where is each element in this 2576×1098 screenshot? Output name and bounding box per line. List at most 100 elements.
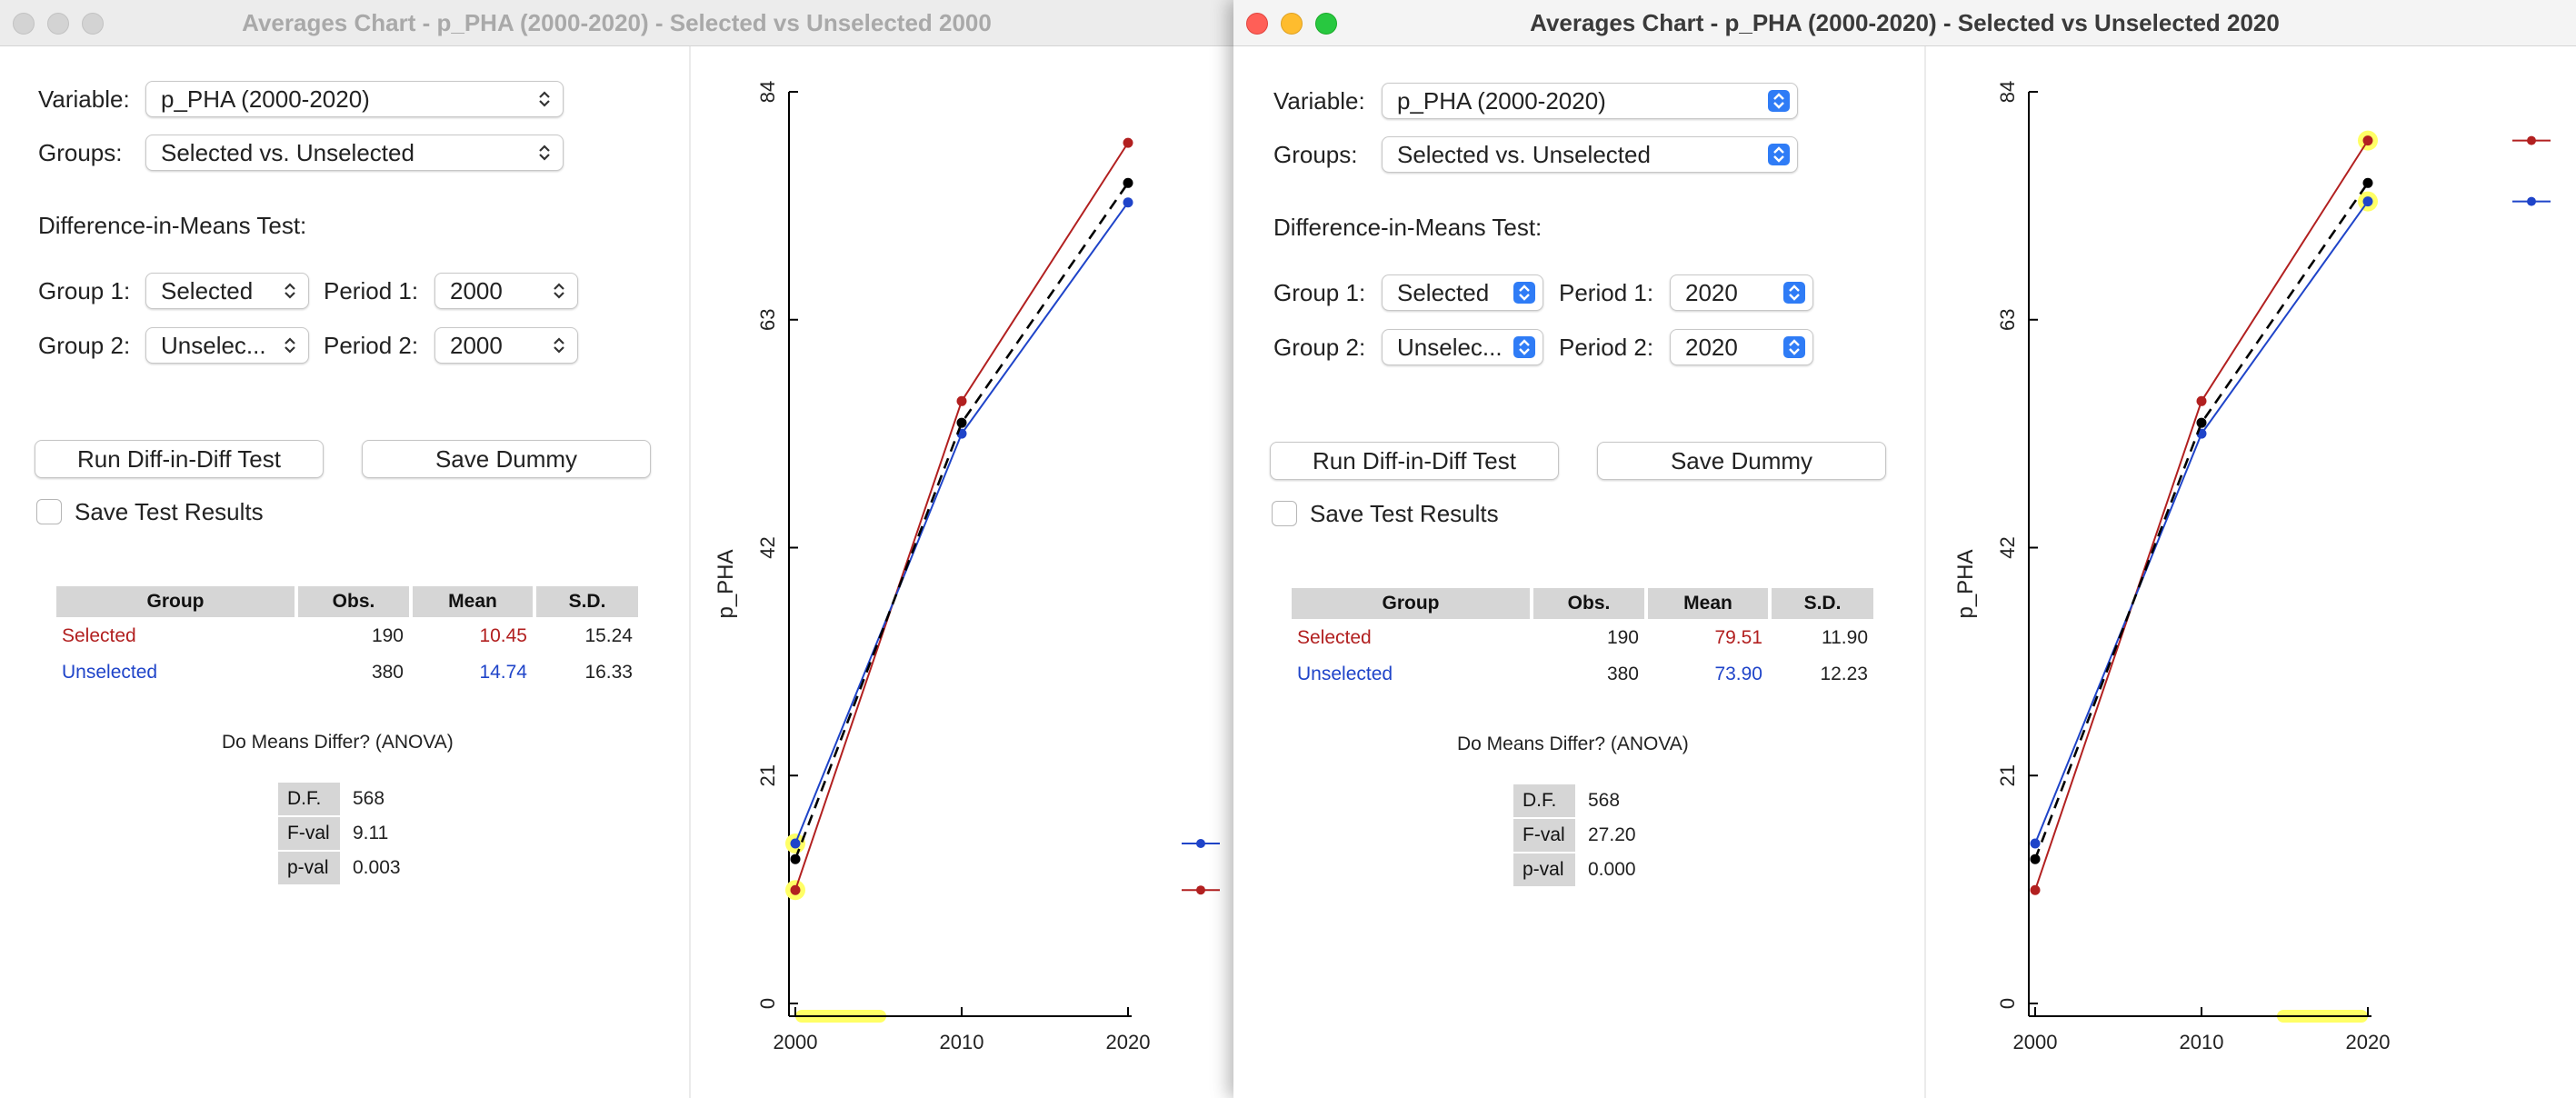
group2-select[interactable]: Unselec...	[1382, 329, 1543, 365]
chevron-updown-icon	[1513, 336, 1535, 358]
anova-table: D.F. 568 F-val 27.20 p-val 0.000	[1512, 783, 1649, 888]
period1-label: Period 1:	[1559, 279, 1654, 306]
anova-label: D.F.	[278, 783, 340, 815]
group1-select[interactable]: Selected	[145, 273, 309, 309]
group-stats-table: Group Obs. Mean S.D. Selected 190 79.51 …	[1288, 586, 1877, 694]
panel-divider[interactable]	[689, 46, 691, 1098]
row-mean: 79.51	[1714, 627, 1762, 648]
anova-row: p-val 0.000	[1513, 853, 1647, 886]
data-point	[1123, 137, 1133, 148]
group2-select-value: Unselec...	[1397, 334, 1503, 361]
x-tick-label: 2010	[940, 1031, 984, 1053]
row-sd: 15.24	[584, 625, 633, 646]
save-dummy-button[interactable]: Save Dummy	[1597, 442, 1886, 480]
averages-chart-window-2000: Averages Chart - p_PHA (2000-2020) - Sel…	[0, 0, 1233, 1098]
data-point	[1123, 197, 1133, 208]
overall-mean-line	[2033, 182, 2370, 860]
group1-select[interactable]: Selected	[1382, 274, 1543, 311]
data-point	[2030, 838, 2041, 849]
table-header-row: Group Obs. Mean S.D.	[56, 586, 638, 617]
header-group: Group	[1292, 588, 1530, 619]
anova-label: F-val	[1513, 819, 1575, 852]
period1-select[interactable]: 2000	[434, 273, 578, 309]
anova-label: F-val	[278, 817, 340, 850]
variable-select[interactable]: p_PHA (2000-2020)	[1382, 83, 1798, 119]
control-panel: Variable: p_PHA (2000-2020) Groups: Sele…	[1233, 46, 1924, 1098]
save-test-results-checkbox[interactable]	[1272, 501, 1297, 526]
table-row: Unselected 380 73.90 12.23	[1292, 657, 1873, 692]
anova-label: p-val	[278, 852, 340, 884]
period1-select[interactable]: 2020	[1670, 274, 1813, 311]
header-group: Group	[56, 586, 295, 617]
variable-label: Variable:	[1273, 87, 1365, 115]
anova-value: 9.11	[353, 823, 389, 843]
variable-select[interactable]: p_PHA (2000-2020)	[145, 81, 564, 117]
legend-dot-marker	[1196, 838, 1205, 848]
diff-in-means-label: Difference-in-Means Test:	[38, 212, 307, 239]
save-test-results-label: Save Test Results	[1310, 500, 1499, 527]
title-bar[interactable]: Averages Chart - p_PHA (2000-2020) - Sel…	[0, 0, 1233, 46]
y-tick-label: 42	[756, 536, 779, 558]
table-row: Selected 190 79.51 11.90	[1292, 621, 1873, 655]
title-bar[interactable]: Averages Chart - p_PHA (2000-2020) - Sel…	[1233, 0, 2576, 46]
groups-select[interactable]: Selected vs. Unselected	[1382, 136, 1798, 173]
anova-value: 568	[1588, 790, 1621, 811]
zoom-window-button[interactable]	[1315, 13, 1337, 35]
data-point	[956, 417, 967, 428]
run-diff-in-diff-button[interactable]: Run Diff-in-Diff Test	[1270, 442, 1559, 480]
save-test-results-checkbox[interactable]	[36, 499, 62, 524]
data-point	[790, 884, 801, 895]
x-tick-label: 2020	[2346, 1031, 2391, 1053]
header-sd: S.D.	[1772, 588, 1873, 619]
series-line	[794, 142, 1129, 891]
y-tick-label: 0	[1996, 998, 2019, 1009]
anova-label: D.F.	[1513, 784, 1575, 817]
panel-divider[interactable]	[1924, 46, 1926, 1098]
variable-select-value: p_PHA (2000-2020)	[161, 85, 370, 113]
group1-select-value: Selected	[161, 277, 254, 304]
minimize-window-button[interactable]	[47, 13, 69, 35]
row-sd: 11.90	[1822, 627, 1868, 648]
period2-select-value: 2000	[450, 332, 503, 359]
data-point	[2030, 853, 2041, 864]
averages-chart-window-2020: Averages Chart - p_PHA (2000-2020) - Sel…	[1233, 0, 2576, 1098]
chevron-updown-icon	[1513, 282, 1535, 304]
y-tick-label: 63	[1996, 309, 2019, 331]
period2-select[interactable]: 2020	[1670, 329, 1813, 365]
x-tick-label: 2000	[2013, 1031, 2058, 1053]
zoom-window-button[interactable]	[82, 13, 104, 35]
averages-line-chart: 0 21 42 63 84 2000 2010 2020 p_PHA	[1926, 46, 2576, 1098]
period1-select-value: 2020	[1685, 279, 1738, 306]
save-dummy-button[interactable]: Save Dummy	[362, 440, 651, 478]
chart-svg: 0 21 42 63 84 2000 2010 2020 p_PHA	[714, 81, 1220, 1053]
diff-in-means-label: Difference-in-Means Test:	[1273, 214, 1543, 241]
x-tick-label: 2020	[1106, 1031, 1151, 1053]
row-obs: 380	[371, 662, 404, 683]
y-tick-label: 63	[756, 309, 779, 331]
run-diff-in-diff-button[interactable]: Run Diff-in-Diff Test	[35, 440, 324, 478]
chevron-updown-icon	[534, 88, 555, 110]
period2-select[interactable]: 2000	[434, 327, 578, 364]
minimize-window-button[interactable]	[1281, 13, 1303, 35]
anova-row: F-val 9.11	[278, 817, 412, 850]
chevron-updown-icon	[548, 280, 570, 302]
header-sd: S.D.	[536, 586, 638, 617]
y-tick-label: 84	[1996, 81, 2019, 103]
row-mean: 73.90	[1714, 664, 1762, 684]
chart-svg: 0 21 42 63 84 2000 2010 2020 p_PHA	[1953, 81, 2551, 1053]
period2-label: Period 2:	[1559, 334, 1654, 361]
close-window-button[interactable]	[13, 13, 35, 35]
group2-select[interactable]: Unselec...	[145, 327, 309, 364]
groups-label: Groups:	[1273, 141, 1358, 168]
row-obs: 380	[1606, 664, 1639, 684]
close-window-button[interactable]	[1246, 13, 1268, 35]
groups-select[interactable]: Selected vs. Unselected	[145, 135, 564, 171]
anova-title: Do Means Differ? (ANOVA)	[1457, 734, 1689, 754]
series-line	[2034, 201, 2369, 844]
row-group: Unselected	[62, 662, 158, 683]
row-group: Selected	[62, 625, 136, 646]
table-row: Unselected 380 14.74 16.33	[56, 655, 638, 690]
anova-title: Do Means Differ? (ANOVA)	[222, 732, 454, 753]
header-obs: Obs.	[1533, 588, 1644, 619]
period1-select-value: 2000	[450, 277, 503, 304]
